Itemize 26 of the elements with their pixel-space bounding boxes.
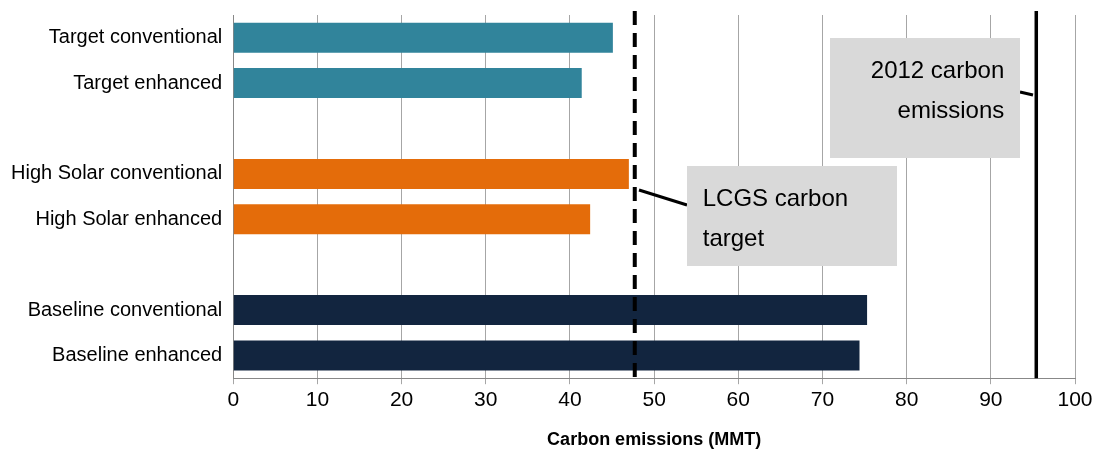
x-tick-label: 50: [642, 386, 666, 410]
x-tick-label: 60: [726, 386, 750, 410]
x-tick-label: 30: [474, 386, 498, 410]
x-tick-label: 80: [894, 386, 919, 410]
bar: [233, 340, 860, 371]
y-tick-label: High Solar enhanced: [35, 206, 223, 229]
y-tick-label: High Solar conventional: [10, 161, 223, 184]
x-tick-label: 0: [227, 386, 240, 410]
y-tick-label: Baseline conventional: [27, 297, 223, 320]
x-tick-label: 20: [389, 386, 414, 410]
x-tick-label: 10: [305, 386, 330, 410]
bar: [233, 22, 613, 53]
bar: [233, 295, 868, 326]
bar: [233, 68, 582, 99]
y-tick-label: Target conventional: [48, 25, 223, 48]
x-tick-label: 70: [810, 386, 835, 410]
x-tick-label: 40: [558, 386, 582, 410]
y-tick-label: Baseline enhanced: [52, 343, 223, 366]
bar: [233, 204, 591, 235]
y-tick-label: Target enhanced: [73, 70, 223, 93]
x-axis-title: Carbon emissions (MMT): [547, 429, 762, 450]
x-tick-label: 90: [979, 386, 1003, 410]
bar: [233, 158, 629, 189]
x-tick-label: 100: [1057, 386, 1093, 410]
ref-line-label: 2012 carbon emissions: [830, 38, 1021, 158]
ref-line-label: LCGS carbon target: [686, 166, 897, 266]
